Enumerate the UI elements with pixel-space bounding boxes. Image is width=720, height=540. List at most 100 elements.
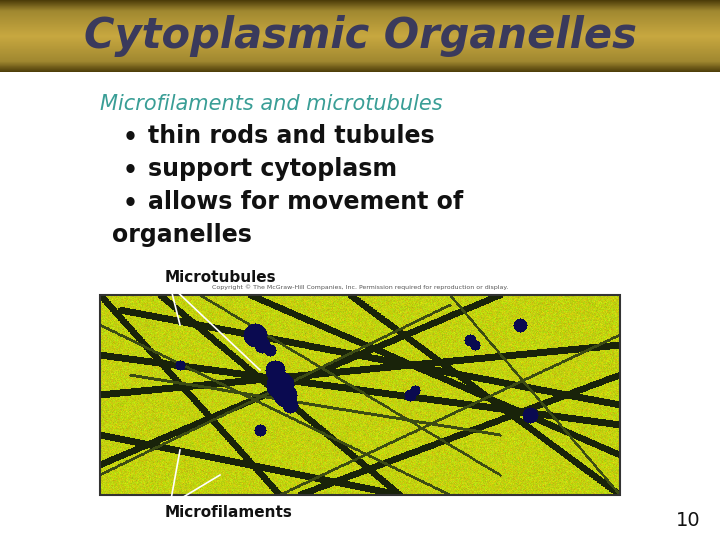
Bar: [0, 65, 720, 66]
Bar: [0, 34, 720, 35]
Bar: [0, 15, 720, 16]
Bar: [0, 41, 720, 42]
Bar: [0, 65, 720, 66]
Bar: [0, 54, 720, 55]
Text: •: •: [122, 159, 138, 183]
Bar: [0, 70, 720, 71]
Bar: [0, 10, 720, 11]
Bar: [0, 36, 720, 37]
Bar: [0, 0, 720, 1]
Bar: [0, 39, 720, 40]
Bar: [0, 50, 720, 51]
Bar: [0, 62, 720, 63]
Bar: [0, 22, 720, 23]
Bar: [0, 46, 720, 48]
Bar: [0, 46, 720, 47]
Bar: [0, 62, 720, 63]
Bar: [0, 25, 720, 26]
Bar: [0, 40, 720, 41]
Bar: [0, 62, 720, 63]
Bar: [0, 30, 720, 31]
Bar: [0, 58, 720, 59]
Bar: [0, 66, 720, 67]
Bar: [0, 59, 720, 60]
Bar: [0, 4, 720, 5]
Bar: [0, 2, 720, 3]
Bar: [0, 43, 720, 44]
Bar: [0, 15, 720, 16]
Bar: [0, 33, 720, 35]
Bar: [0, 27, 720, 28]
Bar: [0, 56, 720, 57]
Bar: [0, 13, 720, 14]
Bar: [0, 56, 720, 57]
Bar: [0, 66, 720, 67]
Bar: [0, 44, 720, 45]
Bar: [0, 38, 720, 39]
Bar: [0, 5, 720, 6]
Bar: [0, 32, 720, 33]
Bar: [0, 13, 720, 14]
Bar: [0, 37, 720, 38]
Bar: [0, 15, 720, 16]
Bar: [0, 35, 720, 36]
Bar: [0, 56, 720, 57]
Bar: [0, 33, 720, 34]
Bar: [0, 53, 720, 54]
Bar: [0, 18, 720, 19]
Bar: [0, 55, 720, 56]
Bar: [0, 48, 720, 49]
Bar: [0, 22, 720, 23]
Bar: [0, 71, 720, 72]
Bar: [0, 64, 720, 65]
Bar: [0, 29, 720, 30]
Bar: [0, 68, 720, 69]
Bar: [0, 42, 720, 43]
Bar: [0, 9, 720, 10]
Bar: [0, 20, 720, 21]
Bar: [0, 38, 720, 39]
Bar: [0, 71, 720, 72]
Bar: [100, 295, 620, 495]
Bar: [0, 39, 720, 40]
Bar: [0, 28, 720, 29]
Bar: [0, 6, 720, 7]
Bar: [0, 22, 720, 23]
Bar: [0, 17, 720, 18]
Text: allows for movement of: allows for movement of: [148, 190, 463, 214]
Text: Cytoplasmic Organelles: Cytoplasmic Organelles: [84, 15, 636, 57]
Bar: [0, 58, 720, 59]
Bar: [0, 5, 720, 6]
Bar: [0, 64, 720, 65]
Bar: [0, 59, 720, 60]
Bar: [0, 67, 720, 68]
Bar: [0, 42, 720, 43]
Text: 10: 10: [675, 511, 700, 530]
Bar: [0, 61, 720, 62]
Bar: [0, 55, 720, 56]
Bar: [0, 32, 720, 33]
Bar: [0, 53, 720, 54]
Bar: [0, 11, 720, 12]
Bar: [0, 0, 720, 1]
Bar: [0, 69, 720, 70]
Bar: [0, 37, 720, 38]
Bar: [0, 68, 720, 69]
Bar: [0, 28, 720, 29]
Bar: [0, 52, 720, 53]
Bar: [0, 70, 720, 71]
Bar: [0, 16, 720, 17]
Bar: [0, 12, 720, 13]
Bar: [0, 33, 720, 34]
Bar: [0, 51, 720, 52]
Bar: [0, 30, 720, 31]
Bar: [0, 50, 720, 51]
Bar: [0, 10, 720, 11]
Bar: [0, 16, 720, 17]
Bar: [0, 68, 720, 69]
Bar: [0, 61, 720, 62]
Bar: [0, 63, 720, 64]
Bar: [0, 9, 720, 10]
Text: thin rods and tubules: thin rods and tubules: [148, 124, 435, 148]
Bar: [0, 31, 720, 32]
